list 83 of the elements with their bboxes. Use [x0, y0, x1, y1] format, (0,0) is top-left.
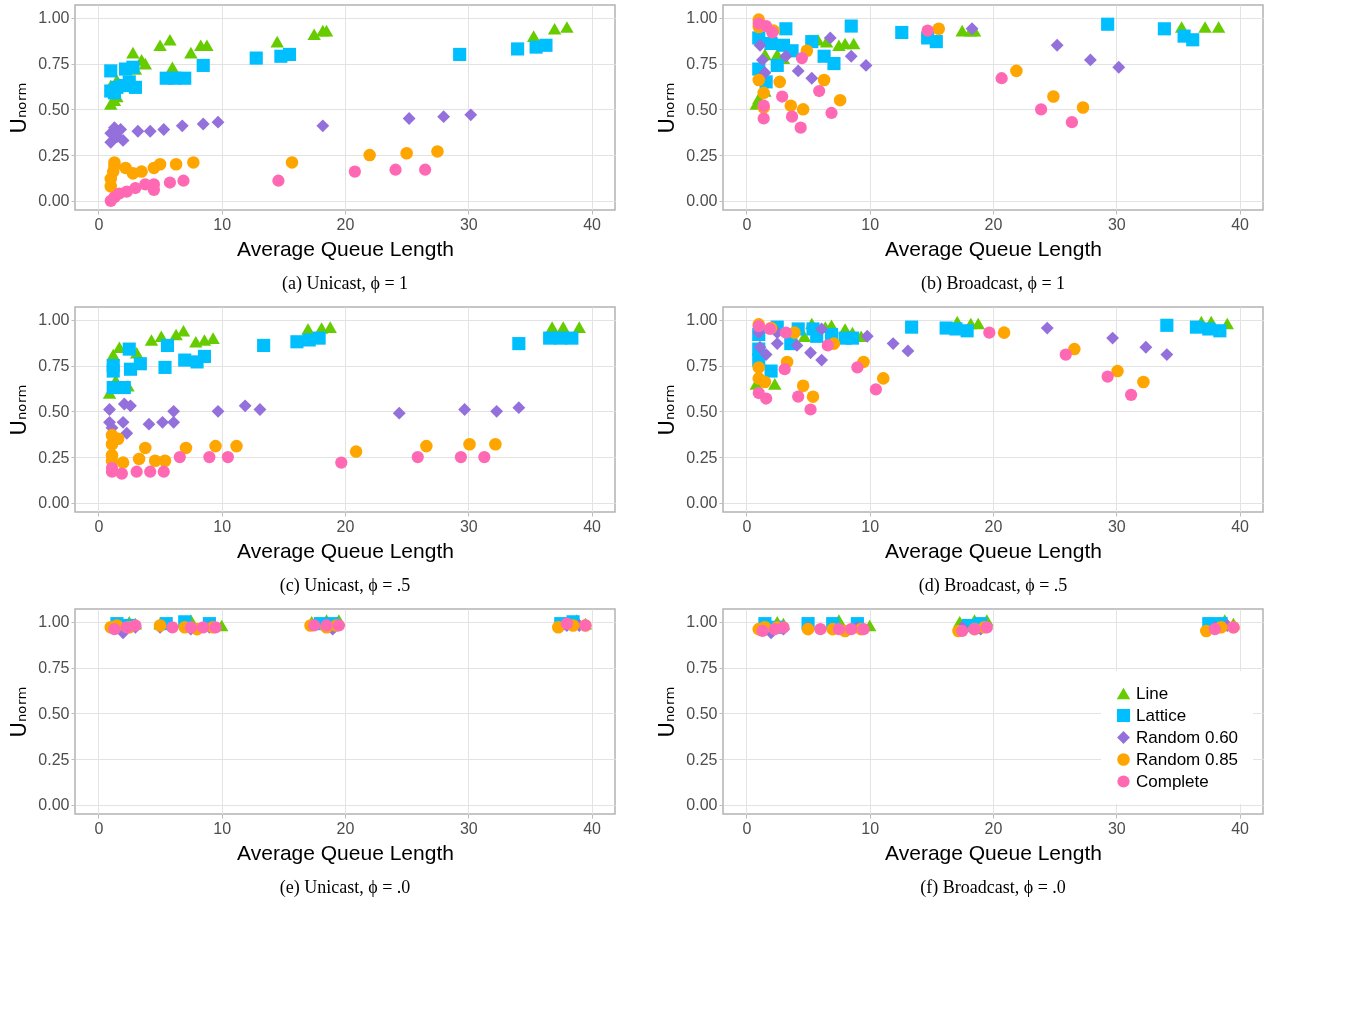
- x-tick-label: 20: [984, 819, 1003, 837]
- y-tick-label: 0.75: [686, 357, 718, 375]
- x-tick-label: 30: [459, 517, 478, 535]
- x-tick-label: 0: [742, 215, 752, 233]
- x-tick-label: 40: [583, 517, 602, 535]
- y-axis-title: Uₙₒᵣₘ: [7, 82, 32, 134]
- x-tick-label: 0: [742, 819, 752, 837]
- y-tick-label: 0.75: [38, 55, 70, 73]
- x-tick-label: 40: [1231, 517, 1250, 535]
- text: (c) Unicast, ϕ = .5: [279, 575, 411, 596]
- y-tick-label: 1.00: [686, 9, 718, 27]
- text: (a) Unicast, ϕ = 1: [281, 273, 409, 294]
- x-axis-title: Average Queue Length: [237, 538, 454, 562]
- x-axis-title: Average Queue Length: [237, 236, 454, 260]
- legend-label: Complete: [1136, 771, 1209, 791]
- y-tick-label: 0.00: [38, 494, 70, 512]
- x-tick-label: 30: [1107, 215, 1126, 233]
- x-tick-label: 10: [213, 517, 232, 535]
- x-tick-label: 0: [94, 215, 104, 233]
- text: (d) Broadcast, ϕ = .5: [918, 575, 1068, 596]
- y-tick-label: 0.00: [38, 192, 70, 210]
- x-axis-title: Average Queue Length: [885, 236, 1102, 260]
- y-axis-title: Uₙₒᵣₘ: [655, 384, 680, 436]
- legend-label: Lattice: [1136, 705, 1187, 725]
- y-tick-label: 1.00: [686, 311, 718, 329]
- y-tick-label: 0.75: [686, 659, 718, 677]
- y-tick-label: 0.00: [38, 796, 70, 814]
- legend-label: Line: [1136, 683, 1169, 703]
- y-tick-label: 0.50: [38, 100, 70, 118]
- x-tick-label: 0: [742, 517, 752, 535]
- y-tick-label: 0.75: [38, 659, 70, 677]
- x-axis-title: Average Queue Length: [237, 840, 454, 864]
- y-tick-label: 1.00: [38, 613, 70, 631]
- y-tick-label: 0.00: [686, 494, 718, 512]
- y-tick-label: 0.25: [686, 146, 718, 164]
- legend-label: Random 0.85: [1136, 749, 1239, 769]
- legend-label: Random 0.60: [1136, 727, 1239, 747]
- y-axis-title: Uₙₒᵣₘ: [655, 82, 680, 134]
- y-tick-label: 0.50: [38, 402, 70, 420]
- x-tick-label: 10: [861, 517, 880, 535]
- y-tick-label: 0.50: [38, 704, 70, 722]
- x-tick-label: 0: [94, 819, 104, 837]
- y-axis-title: Uₙₒᵣₘ: [7, 384, 32, 436]
- y-tick-label: 0.50: [686, 402, 718, 420]
- y-tick-label: 0.00: [686, 192, 718, 210]
- y-tick-label: 0.50: [686, 100, 718, 118]
- x-tick-label: 30: [459, 215, 478, 233]
- x-tick-label: 40: [583, 819, 602, 837]
- x-tick-label: 20: [336, 819, 355, 837]
- text: (f) Broadcast, ϕ = .0: [920, 877, 1066, 898]
- x-tick-label: 40: [1231, 819, 1250, 837]
- x-tick-label: 10: [861, 215, 880, 233]
- x-axis-title: Average Queue Length: [885, 840, 1102, 864]
- x-tick-label: 30: [1107, 517, 1126, 535]
- y-tick-label: 0.00: [686, 796, 718, 814]
- y-tick-label: 1.00: [686, 613, 718, 631]
- x-tick-label: 20: [336, 215, 355, 233]
- x-tick-label: 20: [336, 517, 355, 535]
- y-axis-title: Uₙₒᵣₘ: [655, 686, 680, 738]
- x-axis-title: Average Queue Length: [885, 538, 1102, 562]
- y-axis-title: Uₙₒᵣₘ: [7, 686, 32, 738]
- y-tick-label: 0.25: [38, 448, 70, 466]
- x-tick-label: 40: [1231, 215, 1250, 233]
- y-tick-label: 0.25: [38, 750, 70, 768]
- text: (e) Unicast, ϕ = .0: [279, 877, 411, 898]
- x-tick-label: 0: [94, 517, 104, 535]
- x-tick-label: 30: [459, 819, 478, 837]
- x-tick-label: 20: [984, 215, 1003, 233]
- y-tick-label: 0.50: [686, 704, 718, 722]
- x-tick-label: 30: [1107, 819, 1126, 837]
- x-tick-label: 40: [583, 215, 602, 233]
- y-tick-label: 0.75: [686, 55, 718, 73]
- y-tick-label: 0.25: [38, 146, 70, 164]
- y-tick-label: 1.00: [38, 9, 70, 27]
- y-tick-label: 0.75: [38, 357, 70, 375]
- x-tick-label: 10: [213, 215, 232, 233]
- x-tick-label: 10: [213, 819, 232, 837]
- y-tick-label: 0.25: [686, 750, 718, 768]
- x-tick-label: 10: [861, 819, 880, 837]
- y-tick-label: 1.00: [38, 311, 70, 329]
- y-tick-label: 0.25: [686, 448, 718, 466]
- text: (b) Broadcast, ϕ = 1: [920, 273, 1066, 294]
- x-tick-label: 20: [984, 517, 1003, 535]
